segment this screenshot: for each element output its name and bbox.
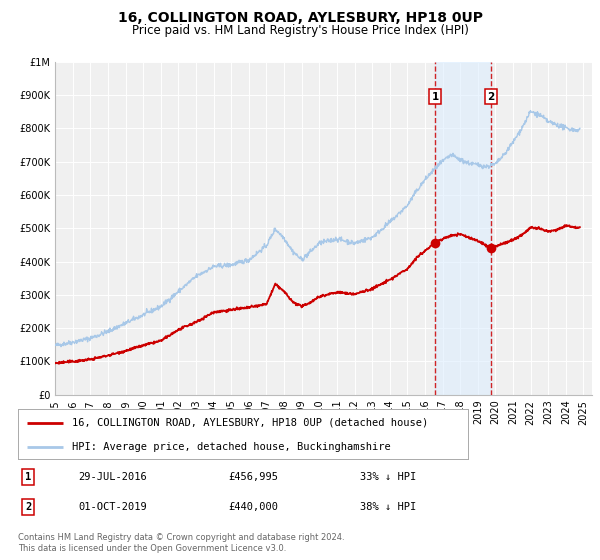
Bar bbox=[435, 62, 491, 395]
Text: £456,995: £456,995 bbox=[228, 472, 278, 482]
Text: 33% ↓ HPI: 33% ↓ HPI bbox=[360, 472, 416, 482]
Text: 38% ↓ HPI: 38% ↓ HPI bbox=[360, 502, 416, 512]
Text: 1: 1 bbox=[431, 92, 439, 101]
Text: 2: 2 bbox=[487, 92, 494, 101]
Text: 01-OCT-2019: 01-OCT-2019 bbox=[78, 502, 147, 512]
Text: Contains HM Land Registry data © Crown copyright and database right 2024.
This d: Contains HM Land Registry data © Crown c… bbox=[18, 533, 344, 553]
Text: £440,000: £440,000 bbox=[228, 502, 278, 512]
Text: HPI: Average price, detached house, Buckinghamshire: HPI: Average price, detached house, Buck… bbox=[72, 442, 391, 451]
Text: 2: 2 bbox=[25, 502, 31, 512]
Text: 16, COLLINGTON ROAD, AYLESBURY, HP18 0UP (detached house): 16, COLLINGTON ROAD, AYLESBURY, HP18 0UP… bbox=[72, 418, 428, 428]
Text: 16, COLLINGTON ROAD, AYLESBURY, HP18 0UP: 16, COLLINGTON ROAD, AYLESBURY, HP18 0UP bbox=[118, 11, 482, 25]
Text: 29-JUL-2016: 29-JUL-2016 bbox=[78, 472, 147, 482]
Text: 1: 1 bbox=[25, 472, 31, 482]
Text: Price paid vs. HM Land Registry's House Price Index (HPI): Price paid vs. HM Land Registry's House … bbox=[131, 24, 469, 37]
